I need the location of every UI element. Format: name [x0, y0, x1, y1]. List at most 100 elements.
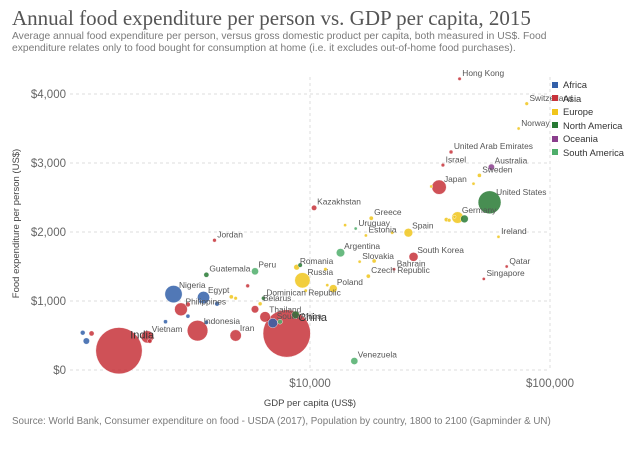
point-label-argentina: Argentina	[344, 241, 380, 251]
chart-title: Annual food expenditure per person vs. G…	[12, 6, 531, 30]
point-belarus	[258, 301, 263, 306]
point	[343, 223, 347, 227]
point-russia	[294, 272, 311, 289]
point	[147, 338, 153, 344]
point-dominican-republic	[261, 295, 266, 301]
legend-label: North America	[563, 119, 623, 131]
point-india	[95, 327, 143, 375]
y-axis-label: Food expenditure per person (US$)	[11, 149, 22, 298]
point-label-united-states: United States	[496, 187, 546, 197]
point-united-states	[477, 190, 502, 214]
point-australia	[488, 163, 495, 171]
legend-label: South America	[563, 146, 624, 158]
point-label-israel: Israel	[446, 154, 467, 164]
point-argentina	[336, 248, 345, 258]
legend-item-africa[interactable]: Africa	[552, 78, 624, 92]
point-hong-kong	[457, 76, 462, 81]
point	[163, 319, 168, 324]
point-south-korea	[408, 252, 419, 262]
legend-label: Africa	[563, 79, 587, 91]
legend-swatch	[552, 135, 558, 142]
legend-label: Oceania	[563, 133, 598, 145]
point-poland	[329, 284, 338, 293]
legend-item-asia[interactable]: Asia	[552, 92, 624, 106]
point-philippines	[174, 302, 188, 316]
point-label-switzerland: Switzerland	[529, 93, 573, 103]
point-label-india: India	[130, 329, 155, 341]
point-kazakhstan	[311, 204, 317, 211]
point-czech-republic	[366, 273, 371, 279]
point-label-south-korea: South Korea	[417, 245, 464, 255]
point-thailand	[259, 311, 271, 323]
point-label-germany: Germany	[462, 205, 497, 215]
point-label-greece: Greece	[374, 207, 402, 217]
point-label-peru: Peru	[258, 260, 276, 270]
point-united-arab-emirates	[448, 149, 454, 155]
legend-swatch	[552, 122, 558, 129]
point	[277, 319, 283, 325]
point-guatemala	[203, 272, 210, 278]
point-israel	[440, 163, 445, 168]
point-label-iran: Iran	[240, 323, 255, 333]
point-singapore	[482, 277, 486, 281]
point-label-united-arab-emirates: United Arab Emirates	[454, 141, 533, 151]
point-south-africa	[267, 318, 278, 329]
legend-item-europe[interactable]: Europe	[552, 105, 624, 119]
point-label-ireland: Ireland	[501, 226, 527, 236]
y-tick-label: $4,000	[31, 89, 66, 101]
point-label-qatar: Qatar	[509, 256, 530, 266]
point	[214, 301, 220, 307]
source-note: Source: World Bank, Consumer expenditure…	[12, 416, 551, 427]
point	[88, 330, 95, 337]
point	[233, 296, 238, 301]
point-label-romania: Romania	[300, 256, 334, 266]
point-label-dominican-republic: Dominican Republic	[266, 287, 340, 297]
point-spain	[403, 228, 413, 238]
point-label-poland: Poland	[337, 277, 363, 287]
point-label-estonia: Estonia	[369, 225, 397, 235]
point-label-belarus: Belarus	[263, 293, 291, 303]
point	[291, 310, 300, 319]
point	[251, 305, 259, 314]
point-greece	[368, 215, 374, 221]
point	[80, 330, 86, 336]
point-label-uruguay: Uruguay	[358, 218, 390, 228]
point	[429, 184, 434, 189]
point	[82, 337, 90, 345]
point-label-australia: Australia	[495, 156, 528, 166]
point	[323, 267, 328, 272]
point	[185, 313, 191, 319]
point	[245, 283, 250, 288]
point-label-slovakia: Slovakia	[362, 251, 394, 261]
legend-swatch	[552, 81, 558, 88]
point-label-china: China	[298, 312, 328, 324]
point	[229, 294, 234, 300]
legend-label: Europe	[563, 106, 594, 118]
legend-item-south-america[interactable]: South America	[552, 146, 624, 160]
point	[303, 288, 308, 293]
point-iran	[229, 329, 242, 342]
chart-subtitle: Average annual food expenditure per pers…	[12, 31, 547, 54]
legend-swatch	[552, 149, 558, 156]
y-tick-label: $1,000	[31, 296, 66, 308]
point-jordan	[212, 238, 217, 243]
point-label-japan: Japan	[444, 174, 467, 184]
point-switzerland	[524, 101, 529, 106]
point-label-kazakhstan: Kazakhstan	[317, 197, 361, 207]
point-bahrain	[392, 267, 396, 272]
point-norway	[516, 126, 521, 131]
point-peru	[251, 267, 259, 276]
point-label-jordan: Jordan	[217, 229, 243, 239]
point-label-nigeria: Nigeria	[179, 280, 206, 290]
point-slovakia	[357, 259, 362, 264]
point-label-sweden: Sweden	[482, 165, 513, 175]
y-tick-label: $2,000	[31, 227, 66, 239]
legend-item-north-america[interactable]: North America	[552, 119, 624, 133]
point-label-norway: Norway	[521, 118, 550, 128]
point-label-guatemala: Guatemala	[209, 264, 250, 274]
point	[390, 230, 394, 235]
point	[185, 301, 191, 308]
point-sweden	[477, 173, 482, 178]
legend-item-oceania[interactable]: Oceania	[552, 132, 624, 146]
